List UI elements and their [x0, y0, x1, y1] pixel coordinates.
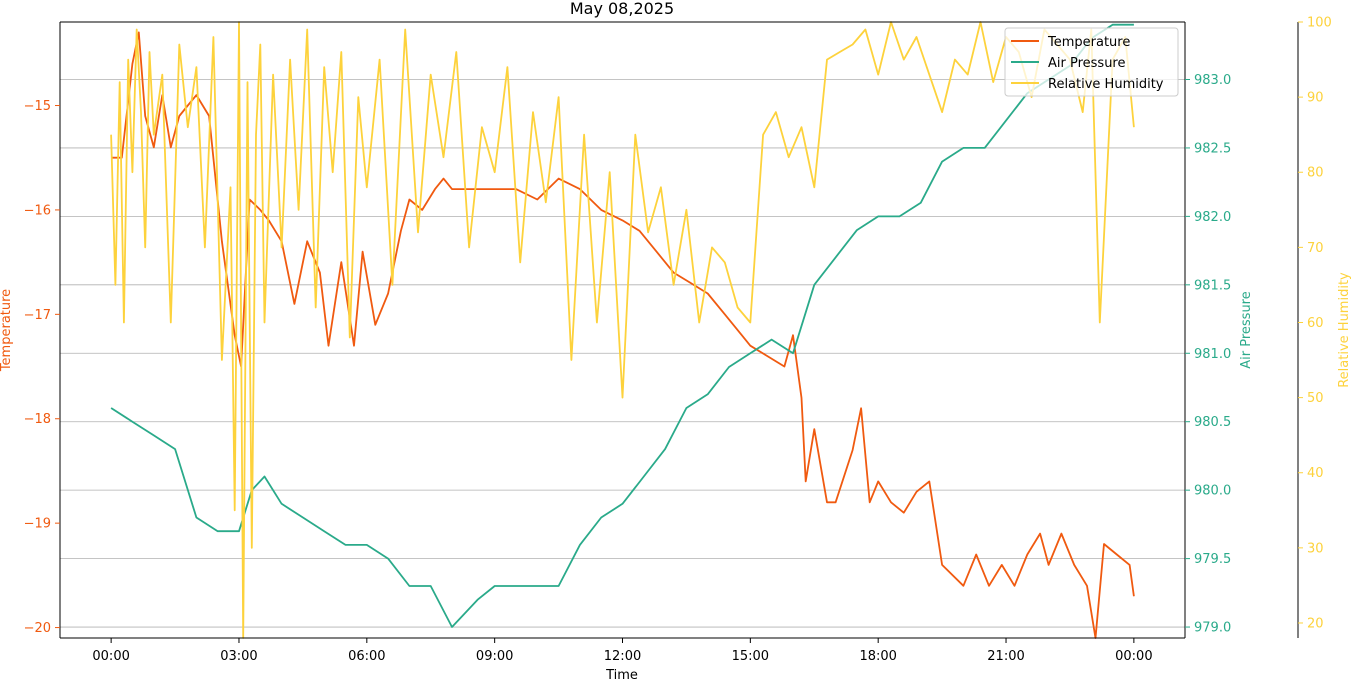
pressure-tick-label: 982.0 [1194, 210, 1231, 225]
axes: 00:00 03:00 06:00 09:00 12:00 15:00 18:00 21:00… [0, 16, 1352, 665]
x-tick-label: 03:00 [220, 649, 257, 664]
grid-lines [60, 79, 1185, 628]
temperature-tick-label: −16 [24, 203, 51, 218]
x-tick-label: 06:00 [348, 649, 385, 664]
pressure-tick-label: 979.0 [1194, 621, 1231, 636]
temperature-tick-label: −17 [24, 308, 51, 323]
legend-label-pressure: Air Pressure [1048, 56, 1126, 71]
series-line-temperature [111, 31, 1135, 639]
pressure-tick-label: 982.5 [1194, 141, 1231, 156]
chart-title: May 08,2025 [570, 0, 674, 18]
pressure-tick-label: 979.5 [1194, 552, 1231, 567]
legend: Temperature Air Pressure Relative Humidity [1004, 27, 1179, 97]
humidity-tick-label: 100 [1307, 16, 1332, 31]
humidity-tick-label: 30 [1307, 541, 1324, 556]
pressure-tick-label: 980.5 [1194, 415, 1231, 430]
pressure-tick-label: 981.5 [1194, 278, 1231, 293]
humidity-tick-label: 40 [1307, 466, 1324, 481]
humidity-tick-label: 50 [1307, 391, 1324, 406]
series-line-humidity [110, 21, 1135, 639]
humidity-tick-label: 20 [1307, 616, 1324, 631]
temperature-tick-label: −20 [24, 621, 51, 636]
humidity-axis-label: Relative Humidity [1337, 272, 1352, 388]
x-tick-label: 00:00 [1115, 649, 1152, 664]
humidity-tick-label: 70 [1307, 241, 1324, 256]
x-tick-label: 21:00 [987, 649, 1024, 664]
x-tick-label: 09:00 [476, 649, 513, 664]
temperature-tick-label: −18 [24, 412, 51, 427]
pressure-tick-label: 981.0 [1194, 347, 1231, 362]
x-tick-label: 00:00 [92, 649, 129, 664]
x-tick-label: 18:00 [859, 649, 896, 664]
temperature-tick-label: −19 [24, 517, 51, 532]
humidity-tick-label: 90 [1307, 91, 1324, 106]
legend-box [1004, 27, 1179, 97]
plot-area [110, 21, 1135, 639]
series-line-pressure [110, 23, 1134, 628]
legend-label-temperature: Temperature [1047, 35, 1130, 50]
x-tick-label: 12:00 [604, 649, 641, 664]
legend-label-humidity: Relative Humidity [1048, 77, 1164, 92]
pressure-axis-label: Air Pressure [1239, 291, 1254, 369]
temperature-tick-label: −15 [24, 99, 51, 114]
temperature-axis-label: Temperature [0, 289, 14, 372]
x-axis-label: Time [605, 668, 638, 682]
humidity-tick-label: 60 [1307, 316, 1324, 331]
pressure-tick-label: 980.0 [1194, 484, 1231, 499]
humidity-tick-label: 80 [1307, 166, 1324, 181]
pressure-tick-label: 983.0 [1194, 73, 1231, 88]
x-tick-label: 15:00 [732, 649, 769, 664]
